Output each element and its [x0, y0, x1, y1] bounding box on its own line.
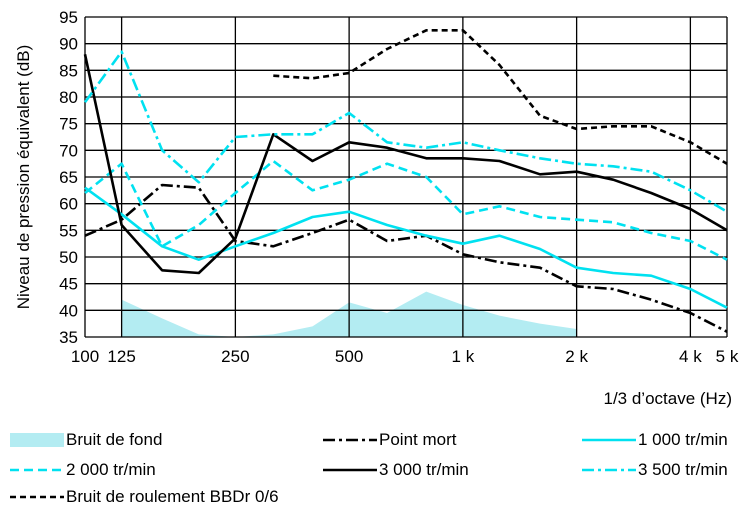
legend-item-3000: 3 000 tr/min: [323, 457, 469, 483]
y-tick-label: 60: [59, 195, 78, 214]
legend-label: 1 000 tr/min: [638, 430, 728, 449]
y-tick-label: 70: [59, 141, 78, 160]
legend-label: Bruit de fond: [66, 430, 163, 449]
legend-swatch: [323, 438, 377, 442]
legend-swatch: [10, 495, 64, 499]
legend-label: 2 000 tr/min: [66, 460, 156, 479]
legend: Bruit de fond Point mort 1 000 tr/min 2 …: [0, 420, 755, 510]
x-tick-label: 125: [107, 347, 135, 366]
legend-item-bruit-de-fond: Bruit de fond: [10, 427, 162, 453]
legend-item-1000: 1 000 tr/min: [582, 427, 728, 453]
legend-swatch: [582, 438, 636, 442]
legend-item-2000: 2 000 tr/min: [10, 457, 156, 483]
y-tick-label: 35: [59, 328, 78, 347]
y-tick-label: 65: [59, 168, 78, 187]
legend-swatch: [10, 433, 64, 447]
x-tick-label: 2 k: [565, 347, 588, 366]
legend-label: 3 500 tr/min: [638, 460, 728, 479]
series-line-2: [84, 159, 728, 261]
legend-label: Point mort: [379, 430, 457, 449]
x-tick-label: 4 k: [679, 347, 702, 366]
series-line-5: [273, 28, 728, 165]
legend-label: Bruit de roulement BBDr 0/6: [66, 487, 279, 506]
x-tick-label: 5 k: [716, 347, 739, 366]
y-tick-label: 90: [59, 35, 78, 54]
line-chart: 35 40 45 50 55 60 65 70 75 80 85 90 95 100 125 250 500 1 …: [14, 8, 739, 408]
y-tick-label: 50: [59, 248, 78, 267]
series-line-3: [83, 54, 728, 275]
y-tick-label: 45: [59, 275, 78, 294]
series-line-0: [84, 183, 728, 333]
x-tick-label: 500: [335, 347, 363, 366]
y-tick-label: 75: [59, 115, 78, 134]
legend-swatch-mark: [10, 433, 64, 447]
series-line-1: [84, 186, 728, 309]
legend-swatch: [10, 468, 64, 472]
y-tick-label: 40: [59, 301, 78, 320]
y-axis-label: Niveau de pression équivalent (dB): [14, 45, 33, 310]
legend-item-bruit-de-roulement: Bruit de roulement BBDr 0/6: [10, 484, 279, 510]
series-line-4: [83, 50, 728, 213]
x-axis-label: 1/3 d’octave (Hz): [604, 389, 733, 408]
legend-item-point-mort: Point mort: [323, 427, 456, 453]
legend-label: 3 000 tr/min: [379, 460, 469, 479]
y-tick-label: 80: [59, 88, 78, 107]
y-tick-label: 85: [59, 61, 78, 80]
legend-swatch: [582, 468, 636, 472]
legend-swatch: [323, 468, 377, 472]
legend-item-3500: 3 500 tr/min: [582, 457, 728, 483]
y-tick-label: 55: [59, 221, 78, 240]
x-tick-label: 100: [71, 347, 99, 366]
y-tick-label: 95: [59, 8, 78, 27]
x-tick-label: 250: [221, 347, 249, 366]
x-tick-label: 1 k: [452, 347, 475, 366]
